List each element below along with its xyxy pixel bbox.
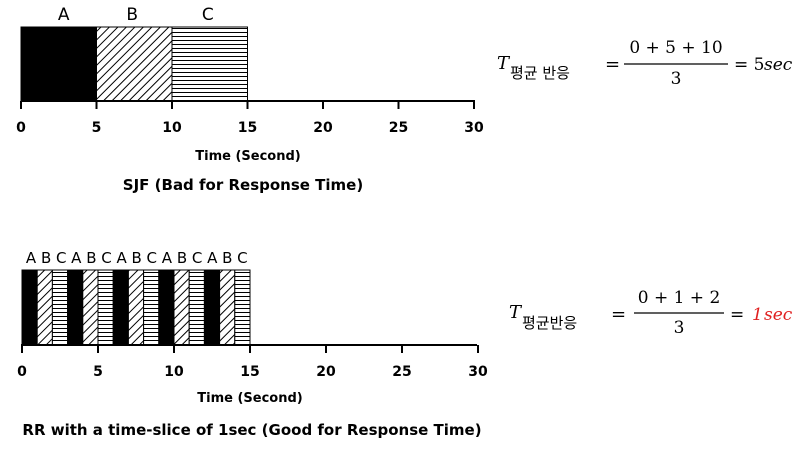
sjf-chart: 0 5 10 15 20 25 30 A B C Time (Second) SJF (Bad … [16,5,484,194]
rr-task-label-b: B [177,249,187,267]
rr-bar-a-12 [203,269,221,346]
rr-task-label-c: C [56,249,66,267]
rr-formula-denominator: 3 [674,318,685,338]
sjf-formula-numerator: 0 + 5 + 10 [629,38,722,58]
rr-task-label-b: B [222,249,232,267]
sjf-tick-label: 15 [238,120,257,136]
rr-bars [21,269,251,346]
rr-tick-label: 25 [392,364,411,380]
sjf-bars [20,26,248,102]
sjf-tick-label: 5 [92,120,102,136]
rr-tick-label: 20 [316,364,336,380]
sjf-tick-label: 10 [162,120,182,136]
rr-formula-numerator: 0 + 1 + 2 [638,288,721,308]
rr-task-label-a: A [162,249,173,267]
rr-task-label-b: B [132,249,142,267]
rr-bar-b-10 [173,269,190,346]
sjf-formula-symbol: T [497,53,511,74]
rr-formula-result-prefix: = [730,305,744,325]
sjf-bar-c-2 [171,26,248,102]
rr-bar-c-8 [143,269,160,346]
sjf-tick-label: 20 [313,120,333,136]
sjf-tick-label: 0 [16,120,26,136]
rr-caption: RR with a time-slice of 1sec (Good for R… [22,421,481,439]
rr-bar-a-3 [67,269,84,346]
rr-task-label-c: C [192,249,202,267]
rr-formula-subscript: 평균반응 [522,314,577,332]
rr-formula-equals: = [611,304,626,325]
rr-tick-label: 10 [164,364,184,380]
rr-bar-b-1 [36,269,53,346]
rr-bar-b-13 [219,269,236,346]
rr-task-label-b: B [86,249,96,267]
sjf-caption: SJF (Bad for Response Time) [123,176,363,194]
sjf-tick-label: 25 [389,120,408,136]
sjf-task-label-c: C [202,5,214,25]
rr-formula-result: 1 [752,305,763,325]
sjf-formula: T 평균 반응 = 0 + 5 + 10 3 = 5 sec [497,38,793,89]
sjf-task-label-b: B [126,5,138,25]
rr-bar-b-7 [127,269,145,346]
rr-formula: T 평균반응 = 0 + 1 + 2 3 = 1 sec [509,288,793,338]
rr-bar-b-4 [82,269,99,346]
rr-tick-label: 5 [93,364,103,380]
rr-tick-label: 15 [240,364,259,380]
sjf-formula-denominator: 3 [671,69,682,89]
sjf-bar-a-0 [20,26,97,102]
sjf-formula-unit: sec [764,55,793,75]
rr-bar-a-6 [112,269,129,346]
rr-formula-unit: sec [764,305,793,325]
rr-axis-title: Time (Second) [197,391,302,406]
rr-axis-ticks: 0 5 10 15 20 25 30 [17,345,488,380]
rr-task-label-a: A [26,249,37,267]
rr-bar-c-2 [51,269,69,346]
rr-bar-a-0 [21,269,38,346]
rr-formula-symbol: T [509,302,523,323]
rr-task-label-c: C [101,249,111,267]
sjf-tick-label: 30 [464,120,484,136]
sjf-task-labels: A B C [58,5,214,25]
sjf-task-label-a: A [58,5,70,25]
sjf-formula-subscript: 평균 반응 [510,64,570,82]
rr-bar-c-5 [97,269,114,346]
rr-task-label-a: A [71,249,82,267]
rr-task-label-a: A [116,249,127,267]
rr-task-label-a: A [207,249,218,267]
rr-task-label-c: C [147,249,157,267]
rr-task-label-c: C [237,249,247,267]
rr-bar-c-11 [188,269,205,346]
sjf-formula-result: = 5 [734,55,764,75]
rr-bar-a-9 [158,269,175,346]
rr-bar-c-14 [234,269,251,346]
sjf-axis-title: Time (Second) [195,149,300,164]
rr-task-label-b: B [41,249,51,267]
rr-tick-label: 30 [468,364,488,380]
sjf-formula-equals: = [605,54,620,75]
sjf-bar-b-1 [96,26,173,102]
sjf-axis-ticks: 0 5 10 15 20 25 30 [16,101,484,136]
rr-tick-label: 0 [17,364,27,380]
